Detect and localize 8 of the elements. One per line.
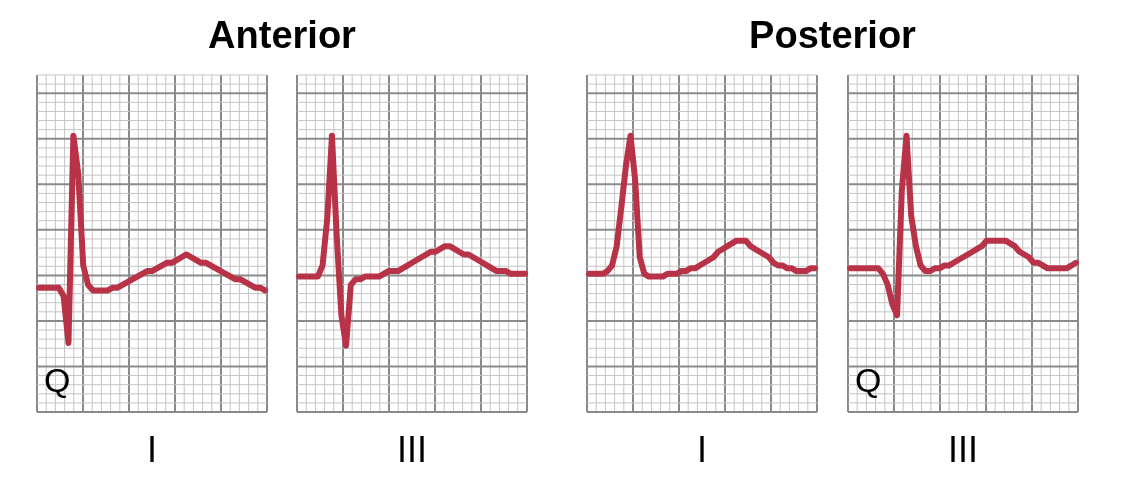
chart-title: Anterior bbox=[208, 14, 357, 56]
annotation: Q bbox=[44, 361, 71, 399]
annotation: Q bbox=[855, 361, 882, 399]
x-axis-title: I bbox=[696, 429, 708, 470]
x-axis-title: I bbox=[146, 429, 158, 470]
x-axis-title: III bbox=[396, 429, 428, 470]
x-axis-title: III bbox=[947, 429, 979, 470]
chart-title: Posterior bbox=[749, 14, 917, 56]
